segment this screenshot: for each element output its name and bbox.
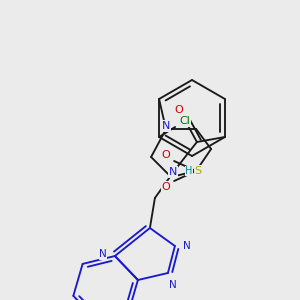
Text: O: O [162,182,170,192]
Text: N: N [183,241,191,251]
Text: H: H [185,166,193,176]
Text: N: N [169,280,177,290]
Text: O: O [175,105,183,115]
Text: N: N [99,249,107,259]
Text: S: S [194,166,202,176]
Text: Cl: Cl [180,116,190,126]
Text: N: N [169,167,177,177]
Text: O: O [162,150,170,160]
Text: N: N [162,121,170,131]
